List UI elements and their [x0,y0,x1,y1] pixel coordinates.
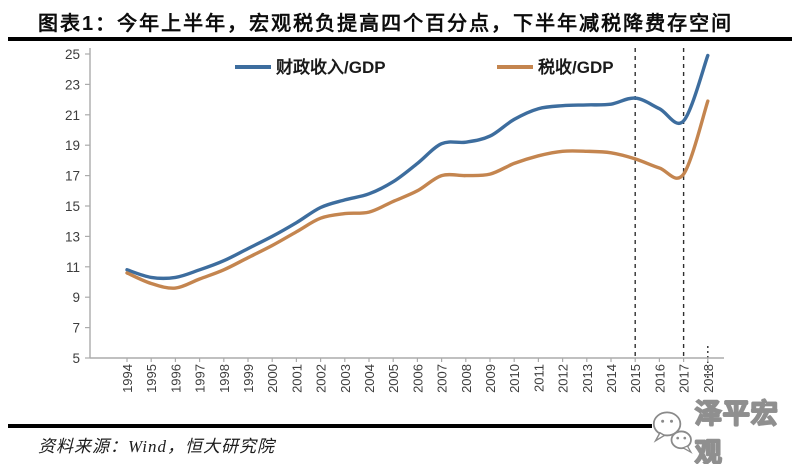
x-tick-label: 1995 [144,364,159,393]
legend-label-0: 财政收入/GDP [275,57,386,77]
x-tick-label: 2009 [483,364,498,393]
y-tick-labels: 25 23 21 19 17 15 13 11 9 7 5 [65,47,90,366]
y-tick-label: 21 [65,108,80,123]
x-tick-label: 2012 [556,364,571,393]
y-tick-label: 9 [72,290,80,305]
x-tick-label: 2003 [338,364,353,393]
x-tick-label: 2011 [531,364,546,392]
y-tick-label: 13 [65,229,80,244]
x-tick-label: 2015 [628,364,643,393]
x-tick-label: 2002 [314,364,329,393]
x-tick-label: 2005 [386,364,401,393]
page-title: 图表1：今年上半年，宏观税负提高四个百分点，下半年减税降费存空间 [38,13,734,35]
x-tick-label: 2001 [289,364,304,393]
x-tick-label: 2013 [580,364,595,393]
x-tick-label: 1996 [168,364,183,393]
x-tick-labels: 1994 1995 1996 1997 1998 1999 2000 2001 2002 2003… [120,358,716,393]
x-tick-label: 2014 [604,364,619,393]
x-tick-label: 2010 [507,364,522,393]
footer-rule [8,424,792,428]
legend-label-1: 税收/GDP [538,57,614,77]
series-line-0 [125,53,710,281]
series-line-1 [125,99,710,290]
x-tick-label: 2004 [362,364,377,393]
x-tick-label: 2018 [701,364,716,393]
wechat-icon [652,411,693,454]
legend: 财政收入/GDP 税收/GDP [235,57,614,77]
x-tick-label: 2008 [459,364,474,393]
y-tick-label: 11 [66,260,80,275]
x-tick-label: 2017 [677,364,692,393]
source-note: 资料来源：Wind，恒大研究院 [38,437,275,456]
y-tick-label: 19 [65,138,80,153]
x-tick-label: 2000 [265,364,280,393]
x-tick-label: 1997 [193,364,208,393]
y-tick-label: 7 [72,321,80,336]
watermark-logo: 泽平宏观 [652,398,794,464]
y-tick-label: 15 [65,199,80,214]
x-tick-label: 1998 [217,364,232,393]
x-tick-label: 1999 [241,364,256,393]
y-tick-label: 17 [65,169,80,184]
watermark-text: 泽平宏观 [694,398,779,464]
y-tick-label: 23 [65,77,80,92]
title-rule [8,37,792,41]
x-tick-label: 2016 [652,364,667,393]
x-tick-label: 1994 [120,364,135,393]
y-tick-label: 5 [72,351,80,366]
x-tick-label: 2007 [435,364,450,393]
x-tick-label: 2006 [410,364,425,393]
y-tick-label: 25 [65,47,80,62]
